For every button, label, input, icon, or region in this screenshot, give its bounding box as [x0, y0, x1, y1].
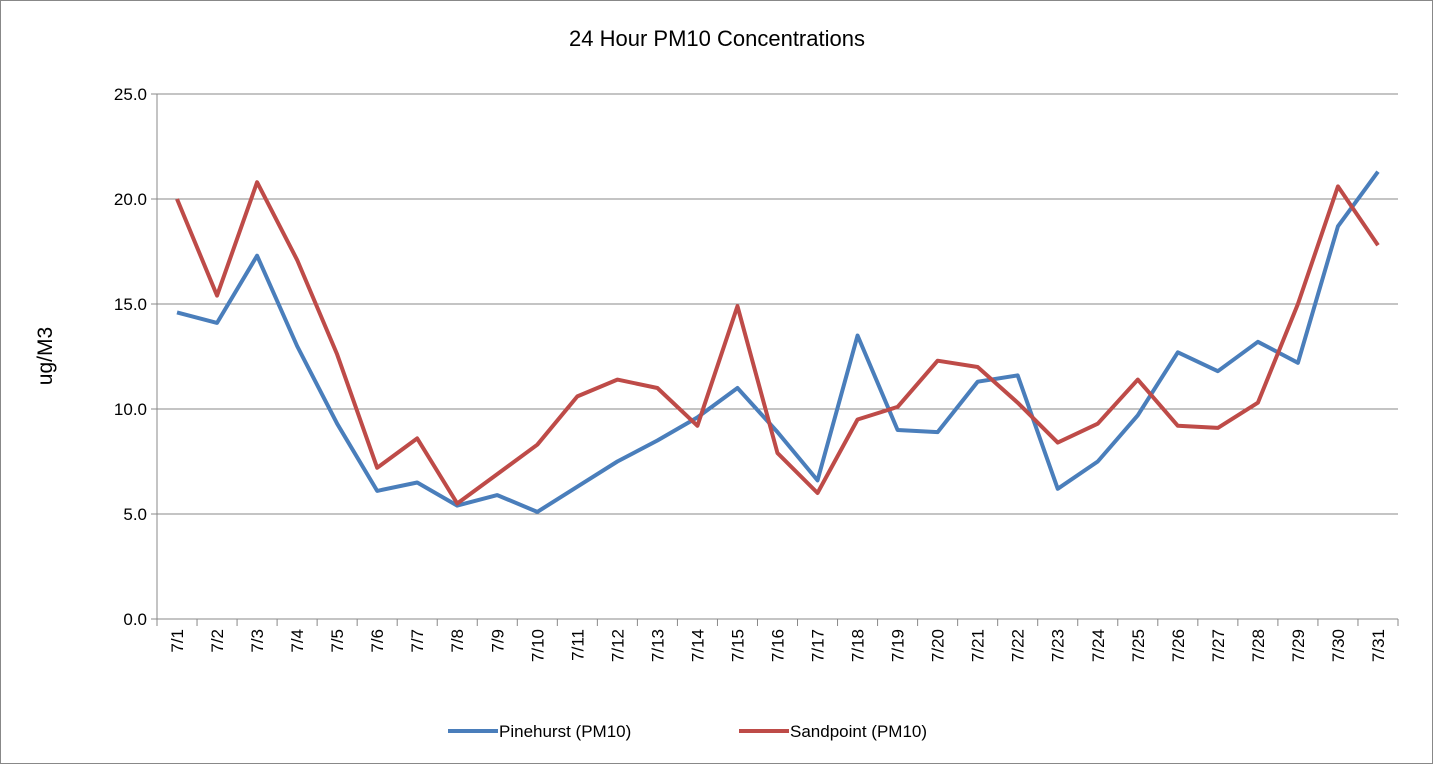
x-tick-label: 7/11	[568, 629, 587, 661]
y-tick-label: 25.0	[114, 85, 147, 104]
series-line	[175, 180, 1380, 506]
y-tick-label: 20.0	[114, 190, 147, 209]
x-tick-label: 7/19	[889, 629, 908, 662]
x-tick-label: 7/10	[528, 629, 547, 662]
x-tick-label: 7/20	[929, 629, 948, 662]
x-tick-label: 7/26	[1169, 629, 1188, 662]
x-tick-label: 7/27	[1209, 629, 1228, 662]
y-axis-label: ug/M3	[34, 327, 57, 385]
x-tick-label: 7/1	[168, 629, 187, 653]
x-tick-label: 7/23	[1049, 629, 1068, 662]
y-tick-label: 15.0	[114, 295, 147, 314]
x-tick-label: 7/25	[1129, 629, 1148, 662]
x-tick-label: 7/5	[328, 629, 347, 653]
x-tick-label: 7/29	[1289, 629, 1308, 662]
x-tick-label: 7/16	[769, 629, 788, 662]
x-tick-label: 7/2	[208, 629, 227, 653]
x-tick-label: 7/15	[728, 629, 747, 662]
chart-title: 24 Hour PM10 Concentrations	[569, 26, 865, 51]
x-tick-label: 7/30	[1329, 629, 1348, 662]
x-tick-label: 7/6	[368, 629, 387, 653]
y-tick-label: 5.0	[123, 505, 147, 524]
x-tick-label: 7/17	[809, 629, 828, 662]
x-tick-label: 7/28	[1249, 629, 1268, 662]
x-tick-label: 7/13	[648, 629, 667, 662]
x-tick-label: 7/18	[849, 629, 868, 662]
x-tick-label: 7/24	[1089, 629, 1108, 662]
x-tick-label: 7/9	[488, 629, 507, 653]
x-tick-label: 7/22	[1009, 629, 1028, 662]
x-tick-label: 7/31	[1369, 629, 1388, 662]
legend-label: Sandpoint (PM10)	[790, 722, 927, 741]
x-tick-label: 7/4	[288, 629, 307, 653]
x-tick-label: 7/8	[448, 629, 467, 653]
y-tick-label: 10.0	[114, 400, 147, 419]
x-tick-label: 7/7	[408, 629, 427, 653]
x-tick-label: 7/14	[688, 629, 707, 662]
legend-label: Pinehurst (PM10)	[499, 722, 631, 741]
x-tick-label: 7/21	[969, 629, 988, 662]
series-line	[176, 170, 1380, 514]
x-tick-label: 7/12	[608, 629, 627, 662]
y-tick-label: 0.0	[123, 610, 147, 629]
x-tick-label: 7/3	[248, 629, 267, 653]
